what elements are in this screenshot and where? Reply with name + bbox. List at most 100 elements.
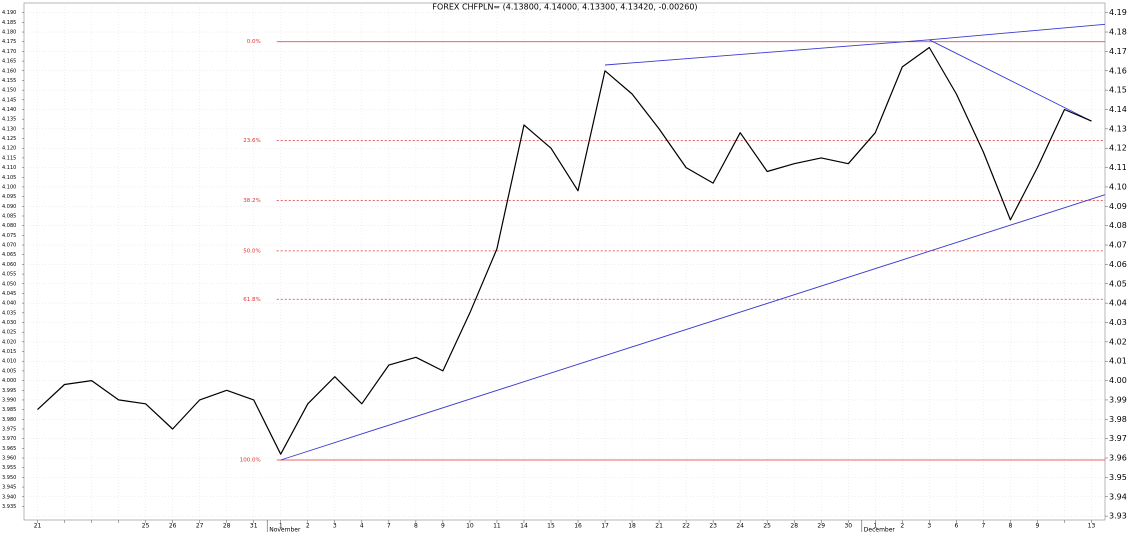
- right-tick-label: 4.06: [1109, 260, 1127, 269]
- right-tick-label: 4.03: [1109, 318, 1127, 327]
- right-tick-label: 4.17: [1109, 47, 1127, 56]
- x-tick-label: 1: [279, 523, 283, 530]
- right-tick-label: 4.00: [1109, 376, 1127, 385]
- left-tick-label: 4.100: [2, 184, 16, 190]
- x-tick-label: 7: [387, 523, 391, 530]
- left-tick-label: 4.045: [2, 291, 16, 297]
- right-tick-label: 4.12: [1109, 144, 1127, 153]
- x-tick-label: 21: [34, 523, 42, 530]
- right-tick-label: 4.18: [1109, 28, 1127, 37]
- right-tick-label: 4.14: [1109, 105, 1127, 114]
- x-tick-label: 28: [223, 523, 231, 530]
- month-label: December: [864, 527, 896, 533]
- right-tick-label: 4.19: [1109, 8, 1127, 17]
- left-tick-label: 3.945: [2, 485, 16, 491]
- left-tick-label: 3.960: [2, 456, 16, 462]
- left-tick-label: 4.150: [2, 88, 16, 94]
- x-tick-label: 28: [790, 523, 798, 530]
- left-tick-label: 4.160: [2, 68, 16, 74]
- right-tick-label: 3.96: [1109, 454, 1127, 463]
- price-line: [37, 46, 1092, 455]
- x-tick-label: 2: [900, 523, 904, 530]
- trendline: [280, 194, 1106, 461]
- x-tick-label: 6: [954, 523, 958, 530]
- left-tick-label: 4.015: [2, 349, 16, 355]
- right-tick-label: 4.13: [1109, 124, 1127, 133]
- left-tick-label: 4.145: [2, 97, 16, 103]
- right-tick-label: 3.93: [1109, 512, 1127, 521]
- left-tick-label: 3.935: [2, 504, 16, 510]
- x-tick-label: 9: [441, 523, 445, 530]
- left-tick-label: 4.175: [2, 39, 16, 45]
- right-tick-label: 4.11: [1109, 163, 1127, 172]
- x-tick-label: 8: [1008, 523, 1012, 530]
- fib-label: 38.2%: [243, 198, 260, 204]
- left-tick-label: 4.075: [2, 233, 16, 239]
- left-tick-label: 4.070: [2, 243, 16, 249]
- x-tick-label: 29: [817, 523, 825, 530]
- fib-label: 0.0%: [247, 39, 261, 45]
- chart-title: FOREX CHFPLN= (4.13800, 4.14000, 4.13300…: [432, 3, 697, 12]
- left-tick-label: 4.165: [2, 59, 16, 65]
- left-tick-label: 3.990: [2, 397, 16, 403]
- x-tick-label: 22: [682, 523, 690, 530]
- left-tick-label: 3.970: [2, 436, 16, 442]
- left-tick-label: 4.060: [2, 262, 16, 268]
- right-tick-label: 4.01: [1109, 357, 1127, 366]
- right-tick-label: 4.10: [1109, 182, 1127, 191]
- x-tick-label: 21: [655, 523, 663, 530]
- x-tick-label: 17: [601, 523, 609, 530]
- x-tick-label: 23: [709, 523, 717, 530]
- x-tick-label: 7: [981, 523, 985, 530]
- x-tick-label: 27: [196, 523, 204, 530]
- left-tick-label: 4.050: [2, 281, 16, 287]
- left-tick-label: 4.020: [2, 339, 16, 345]
- trendline: [929, 39, 1092, 122]
- x-tick-label: 15: [547, 523, 555, 530]
- left-tick-label: 3.975: [2, 426, 16, 432]
- x-tick-label: 30: [844, 523, 852, 530]
- right-tick-label: 4.02: [1109, 337, 1127, 346]
- left-tick-label: 3.940: [2, 494, 16, 500]
- left-tick-label: 4.030: [2, 320, 16, 326]
- left-tick-label: 4.190: [2, 10, 16, 16]
- left-tick-label: 4.170: [2, 49, 16, 55]
- fib-label: 61.8%: [243, 297, 260, 303]
- right-tick-label: 3.95: [1109, 473, 1127, 482]
- left-tick-label: 4.080: [2, 223, 16, 229]
- left-tick-label: 3.985: [2, 407, 16, 413]
- left-tick-label: 3.980: [2, 417, 16, 423]
- left-tick-label: 3.955: [2, 465, 16, 471]
- right-tick-label: 4.16: [1109, 66, 1127, 75]
- x-tick-label: 26: [169, 523, 177, 530]
- x-tick-label: 13: [1088, 523, 1096, 530]
- left-tick-label: 4.055: [2, 272, 16, 278]
- left-tick-label: 3.965: [2, 446, 16, 452]
- x-tick-label: 1: [873, 523, 877, 530]
- x-tick-label: 4: [360, 523, 364, 530]
- x-tick-label: 31: [250, 523, 258, 530]
- left-tick-label: 4.010: [2, 359, 16, 365]
- right-tick-label: 4.07: [1109, 241, 1127, 250]
- left-tick-label: 4.135: [2, 117, 16, 123]
- left-tick-label: 4.120: [2, 146, 16, 152]
- right-tick-label: 3.98: [1109, 415, 1127, 424]
- left-tick-label: 4.110: [2, 165, 16, 171]
- left-tick-label: 4.130: [2, 126, 16, 132]
- left-tick-label: 4.140: [2, 107, 16, 113]
- left-tick-label: 4.125: [2, 136, 16, 142]
- left-tick-label: 4.065: [2, 252, 16, 258]
- left-tick-label: 4.115: [2, 155, 16, 161]
- right-tick-label: 3.99: [1109, 395, 1127, 404]
- x-tick-label: 8: [414, 523, 418, 530]
- right-tick-label: 4.15: [1109, 86, 1127, 95]
- x-tick-label: 18: [628, 523, 636, 530]
- x-tick-label: 3: [333, 523, 337, 530]
- right-tick-label: 4.08: [1109, 221, 1127, 230]
- right-tick-label: 3.97: [1109, 434, 1127, 443]
- fib-label: 50.0%: [243, 248, 260, 254]
- left-tick-label: 4.035: [2, 310, 16, 316]
- left-tick-label: 4.005: [2, 368, 16, 374]
- x-tick-label: 9: [1036, 523, 1040, 530]
